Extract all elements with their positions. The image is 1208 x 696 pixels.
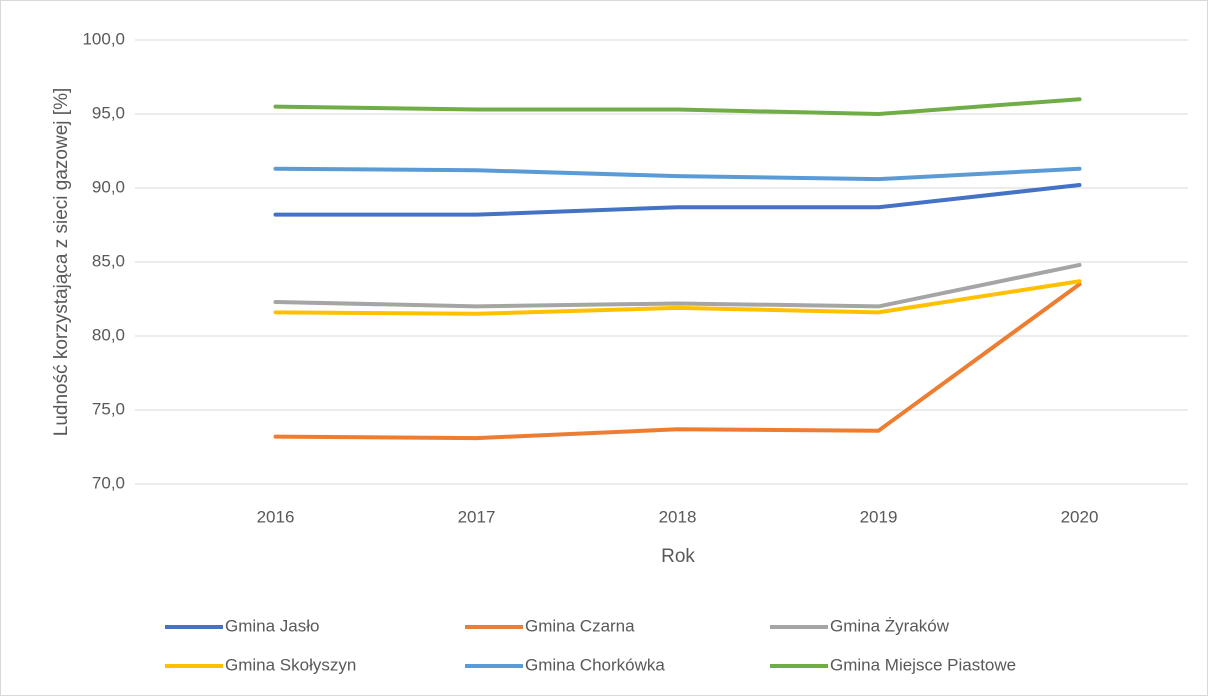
series-line xyxy=(273,279,1082,316)
x-tick-label: 2018 xyxy=(659,507,697,526)
y-tick-label: 70,0 xyxy=(92,473,125,492)
x-tick-label: 2017 xyxy=(458,507,496,526)
legend-label: Gmina Miejsce Piastowe xyxy=(830,655,1016,674)
x-tick-label: 2020 xyxy=(1061,507,1099,526)
legend-label: Gmina Skołyszyn xyxy=(225,655,356,674)
y-tick-label: 75,0 xyxy=(92,399,125,418)
legend-label: Gmina Czarna xyxy=(525,616,635,635)
y-axis-title: Ludność korzystająca z sieci gazowej [%] xyxy=(51,88,72,437)
x-tick-label: 2016 xyxy=(257,507,295,526)
legend-label: Gmina Chorkówka xyxy=(525,655,665,674)
x-axis-title: Rok xyxy=(661,546,695,567)
series-line xyxy=(273,282,1082,441)
y-tick-label: 80,0 xyxy=(92,325,125,344)
series-line xyxy=(273,262,1082,309)
x-tick-label: 2019 xyxy=(860,507,898,526)
y-tick-label: 95,0 xyxy=(92,103,125,122)
series-line xyxy=(273,97,1082,116)
y-tick-label: 85,0 xyxy=(92,251,125,270)
series-line xyxy=(273,166,1082,182)
y-tick-label: 100,0 xyxy=(82,29,125,48)
series-line xyxy=(273,183,1082,217)
legend-label: Gmina Żyraków xyxy=(830,616,950,635)
y-tick-label: 90,0 xyxy=(92,177,125,196)
legend-label: Gmina Jasło xyxy=(225,616,319,635)
